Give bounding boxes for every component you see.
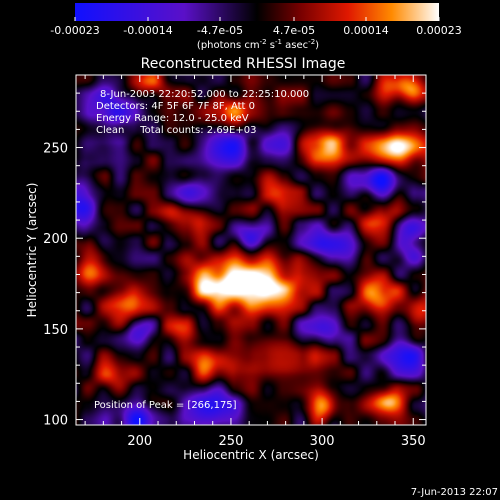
- info-energy-range: Energy Range: 12.0 - 25.0 keV: [96, 113, 249, 124]
- colorbar-tick-label-3: 4.7e-05: [273, 24, 315, 37]
- y-tick-label: 200: [43, 232, 68, 247]
- info-total-counts: Clean Total counts: 2.69E+03: [96, 125, 256, 136]
- colorbar-ticks: [74, 17, 440, 21]
- colorbar-unit: (photons cm-2 s-1 asec-2): [197, 38, 319, 51]
- x-tick-label: 250: [219, 434, 244, 449]
- colorbar-strip: [75, 3, 439, 21]
- colorbar-tick-label-2: -4.7e-05: [197, 24, 243, 37]
- y-tick-label: 100: [43, 414, 68, 429]
- colorbar-tick-label-1: -0.00014: [123, 24, 172, 37]
- colorbar: -0.00023 -0.00014 -4.7e-05 4.7e-05 0.000…: [50, 3, 462, 51]
- y-axis-label: Heliocentric Y (arcsec): [25, 183, 39, 318]
- x-tick-label: 300: [310, 434, 335, 449]
- axes: 200 250 300 350 100 150 200 250: [43, 74, 426, 449]
- x-tick-label: 200: [127, 434, 152, 449]
- info-time-range: 8-Jun-2003 22:20:52.000 to 22:25:10.000: [100, 89, 309, 100]
- heatmap-image: [76, 75, 426, 425]
- y-tick-label: 150: [43, 323, 68, 338]
- y-tick-label: 250: [43, 142, 68, 157]
- chart-title: Reconstructed RHESSI Image: [141, 56, 346, 72]
- footer-timestamp: 7-Jun-2013 22:07: [411, 487, 498, 498]
- x-tick-label: 350: [401, 434, 426, 449]
- plot-area: [76, 75, 426, 425]
- info-annotation: 8-Jun-2003 22:20:52.000 to 22:25:10.000 …: [94, 89, 309, 411]
- plot-frame: [75, 74, 427, 426]
- colorbar-tick-label-4: 0.00014: [343, 24, 389, 37]
- peak-position: Position of Peak = [266,175]: [94, 400, 237, 411]
- info-detectors: Detectors: 4F 5F 6F 7F 8F, Att 0: [96, 101, 255, 112]
- colorbar-tick-label-0: -0.00023: [50, 24, 99, 37]
- colorbar-tick-label-5: 0.00023: [416, 24, 462, 37]
- x-axis-label: Heliocentric X (arcsec): [183, 448, 319, 462]
